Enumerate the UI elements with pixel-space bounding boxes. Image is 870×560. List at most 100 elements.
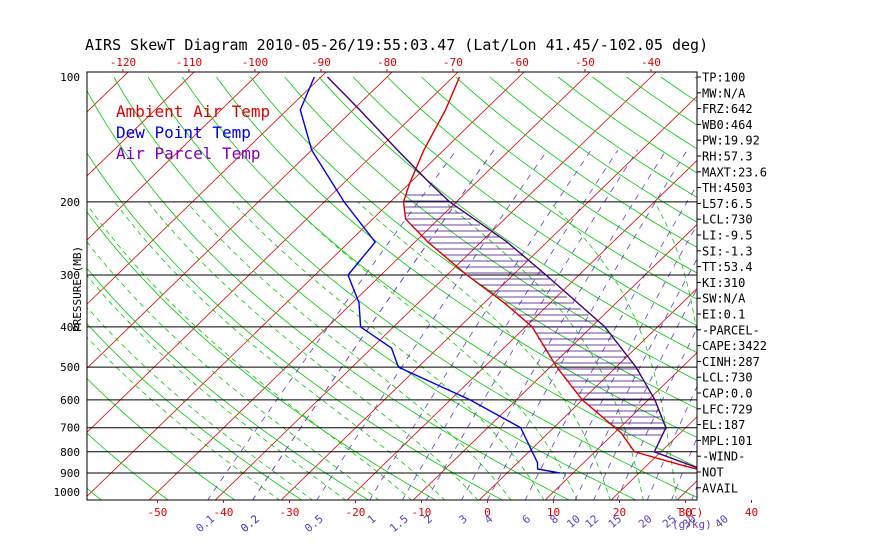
isotherm-line [808, 68, 870, 501]
chart-title: AIRS SkewT Diagram 2010-05-26/19:55:03.4… [85, 36, 708, 54]
side-panel-item: L57:6.5 [702, 197, 753, 211]
mixing-ratio-label: 6 [520, 512, 533, 526]
isotherm-line [87, 72, 129, 113]
y-tick-label: 800 [60, 446, 80, 459]
legend: Ambient Air Temp Dew Point Temp Air Parcel… [116, 102, 270, 163]
moist-adiabat-line [87, 306, 314, 500]
isotherm-line [87, 72, 327, 305]
dry-adiabat-line [489, 76, 697, 223]
side-panel-item: WB0:464 [702, 118, 753, 132]
top-tick-label: -120 [110, 56, 137, 69]
mixing-ratio-label: 10 [564, 512, 583, 530]
side-panel-item: TT:53.4 [702, 260, 753, 274]
dry-adiabat-line [318, 76, 697, 354]
moist-adiabat-line [87, 275, 347, 500]
bottom-tick-label: -10 [412, 506, 432, 519]
moist-adiabat-line [87, 241, 380, 500]
side-panel-item: EI:0.1 [702, 308, 745, 322]
mixing-ratio-line [461, 149, 667, 500]
mixing-ratio-line [425, 149, 638, 500]
side-panel-item: SW:N/A [702, 292, 746, 306]
mixing-ratio-line [524, 184, 697, 500]
dry-adiabat-line [113, 76, 637, 500]
top-tick-label: -110 [176, 56, 203, 69]
bottom-tick-label: -30 [280, 506, 300, 519]
mixing-ratio-label: 1.5 [387, 512, 411, 535]
mixing-ratio-label: 20 [636, 512, 655, 530]
isotherm-line [610, 416, 697, 500]
side-panel-item: CAPE:3422 [702, 339, 767, 353]
side-panel-item: EL:187 [702, 418, 745, 432]
mixing-ratio-line [401, 149, 619, 500]
y-tick-label: 700 [60, 422, 80, 435]
dry-adiabat-line [216, 76, 697, 438]
side-panel-item: KI:310 [702, 276, 745, 290]
side-panel-item: FRZ:642 [702, 102, 753, 116]
isotherm-line [87, 72, 393, 369]
y-tick-label: 300 [60, 269, 80, 282]
bottom-tick-label: -50 [148, 506, 168, 519]
sounding-profiles [299, 76, 697, 474]
moist-adiabat-line [87, 203, 413, 500]
moist-adiabat-line [549, 201, 677, 500]
side-panel-item: NOT [702, 466, 724, 480]
y-tick-label: 500 [60, 361, 80, 374]
y-tick-label: 400 [60, 321, 80, 334]
mixing-ratio-unit-label: (g/kg) [672, 518, 712, 531]
dry-adiabat-line [87, 152, 504, 500]
moist-adiabat-line [87, 336, 281, 500]
side-panel-item: CINH:287 [702, 355, 760, 369]
bottom-tick-label: -40 [214, 506, 234, 519]
side-panel-item: PW:19.92 [702, 134, 760, 148]
dry-adiabat-line [87, 378, 236, 500]
diagram-grid [87, 68, 870, 501]
side-panel-item: TP:100 [702, 71, 745, 85]
dry-adiabat-line [284, 76, 697, 381]
side-panel-item: SI:-1.3 [702, 244, 753, 258]
bottom-tick-label: -20 [346, 506, 366, 519]
y-tick-label: 900 [60, 467, 80, 480]
dry-adiabat-line [352, 76, 697, 327]
side-panel-item: AVAIL [702, 481, 738, 495]
mixing-ratio-label: 12 [583, 512, 602, 530]
dry-adiabat-line [87, 323, 303, 500]
isotherm-line [214, 72, 657, 500]
bottom-tick-label: 10 [547, 506, 560, 519]
isotherm-line [346, 159, 697, 500]
dry-adiabat-line [250, 76, 697, 410]
side-panel-item: CAP:0.0 [702, 387, 753, 401]
mixing-ratio-label: 3 [456, 512, 469, 526]
isotherm-line [87, 72, 195, 177]
side-panel-item: -WIND- [702, 450, 745, 464]
y-tick-label: 200 [60, 196, 80, 209]
isotherm-line [148, 72, 591, 500]
bottom-tick-label: 30 [679, 506, 692, 519]
moist-adiabat-line [444, 201, 644, 500]
isotherm-line [412, 223, 697, 500]
top-tick-label: -50 [575, 56, 595, 69]
moist-adiabat-line [287, 201, 578, 500]
dry-adiabat-line [87, 211, 437, 500]
legend-entry: Air Parcel Temp [116, 144, 261, 163]
isotherm-line [87, 72, 261, 241]
mixing-ratio-label: 0.5 [302, 512, 326, 535]
top-tick-label: -80 [377, 56, 397, 69]
bottom-tick-label: 20 [613, 506, 626, 519]
top-tick-label: -90 [311, 56, 331, 69]
side-panel-item: MPL:101 [702, 434, 753, 448]
dewpoint-profile-line [299, 76, 560, 474]
side-panel-item: MAXT:23.6 [702, 165, 767, 179]
mixing-ratio-label: 0.2 [238, 512, 262, 535]
side-panel-item: LCL:730 [702, 213, 753, 227]
y-axis-label: PRESSURE (MB) [71, 246, 84, 332]
side-panel-item: RH:57.3 [702, 150, 753, 164]
top-tick-label: -70 [443, 56, 463, 69]
dry-adiabat-line [87, 267, 370, 500]
mixing-ratio-line [369, 149, 592, 500]
moist-adiabat-line [114, 201, 446, 500]
isotherm-line [280, 95, 697, 500]
x-axis-label: T(C) [677, 506, 704, 519]
plot-frame [86, 71, 698, 501]
